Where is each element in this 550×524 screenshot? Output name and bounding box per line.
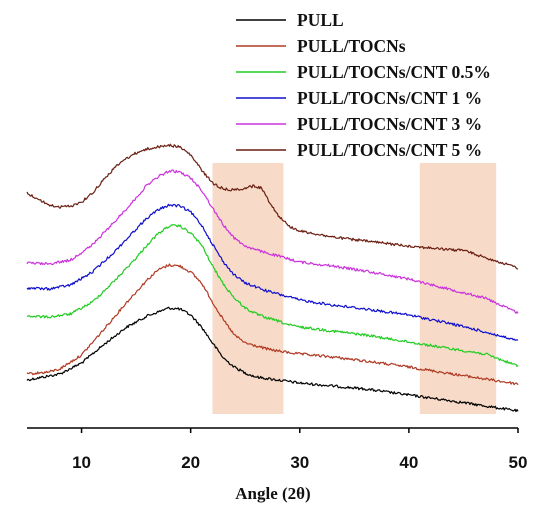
legend-label-5: PULL/TOCNs/CNT 3 % bbox=[297, 114, 482, 134]
series-line-1 bbox=[26, 306, 519, 413]
legend-label-6: PULL/TOCNs/CNT 5 % bbox=[297, 140, 482, 160]
legend: PULL PULL/TOCNs PULL/TOCNs/CNT 0.5% PULL/TO… bbox=[236, 10, 491, 160]
legend-label-4: PULL/TOCNs/CNT 1 % bbox=[297, 88, 482, 108]
series-line-4 bbox=[26, 203, 519, 341]
x-tick-label-40: 40 bbox=[399, 453, 418, 472]
series-line-2 bbox=[26, 263, 519, 386]
legend-label-2: PULL/TOCNs bbox=[297, 36, 406, 56]
x-axis-title: Angle (2θ) bbox=[235, 484, 310, 503]
series-lines bbox=[26, 143, 519, 413]
x-tick-label-20: 20 bbox=[181, 453, 200, 472]
series-line-6 bbox=[26, 143, 519, 270]
x-tick-label-30: 30 bbox=[290, 453, 309, 472]
x-axis: 10 20 30 40 50 bbox=[27, 427, 527, 472]
x-tick-label-10: 10 bbox=[72, 453, 91, 472]
x-tick-label-50: 50 bbox=[509, 453, 528, 472]
legend-label-3: PULL/TOCNs/CNT 0.5% bbox=[297, 62, 491, 82]
legend-label-1: PULL bbox=[297, 10, 344, 30]
series-line-5 bbox=[26, 169, 519, 314]
series-line-3 bbox=[26, 224, 519, 367]
x-axis-ticks: 10 20 30 40 50 bbox=[72, 428, 527, 472]
highlight-band-1 bbox=[212, 163, 284, 414]
